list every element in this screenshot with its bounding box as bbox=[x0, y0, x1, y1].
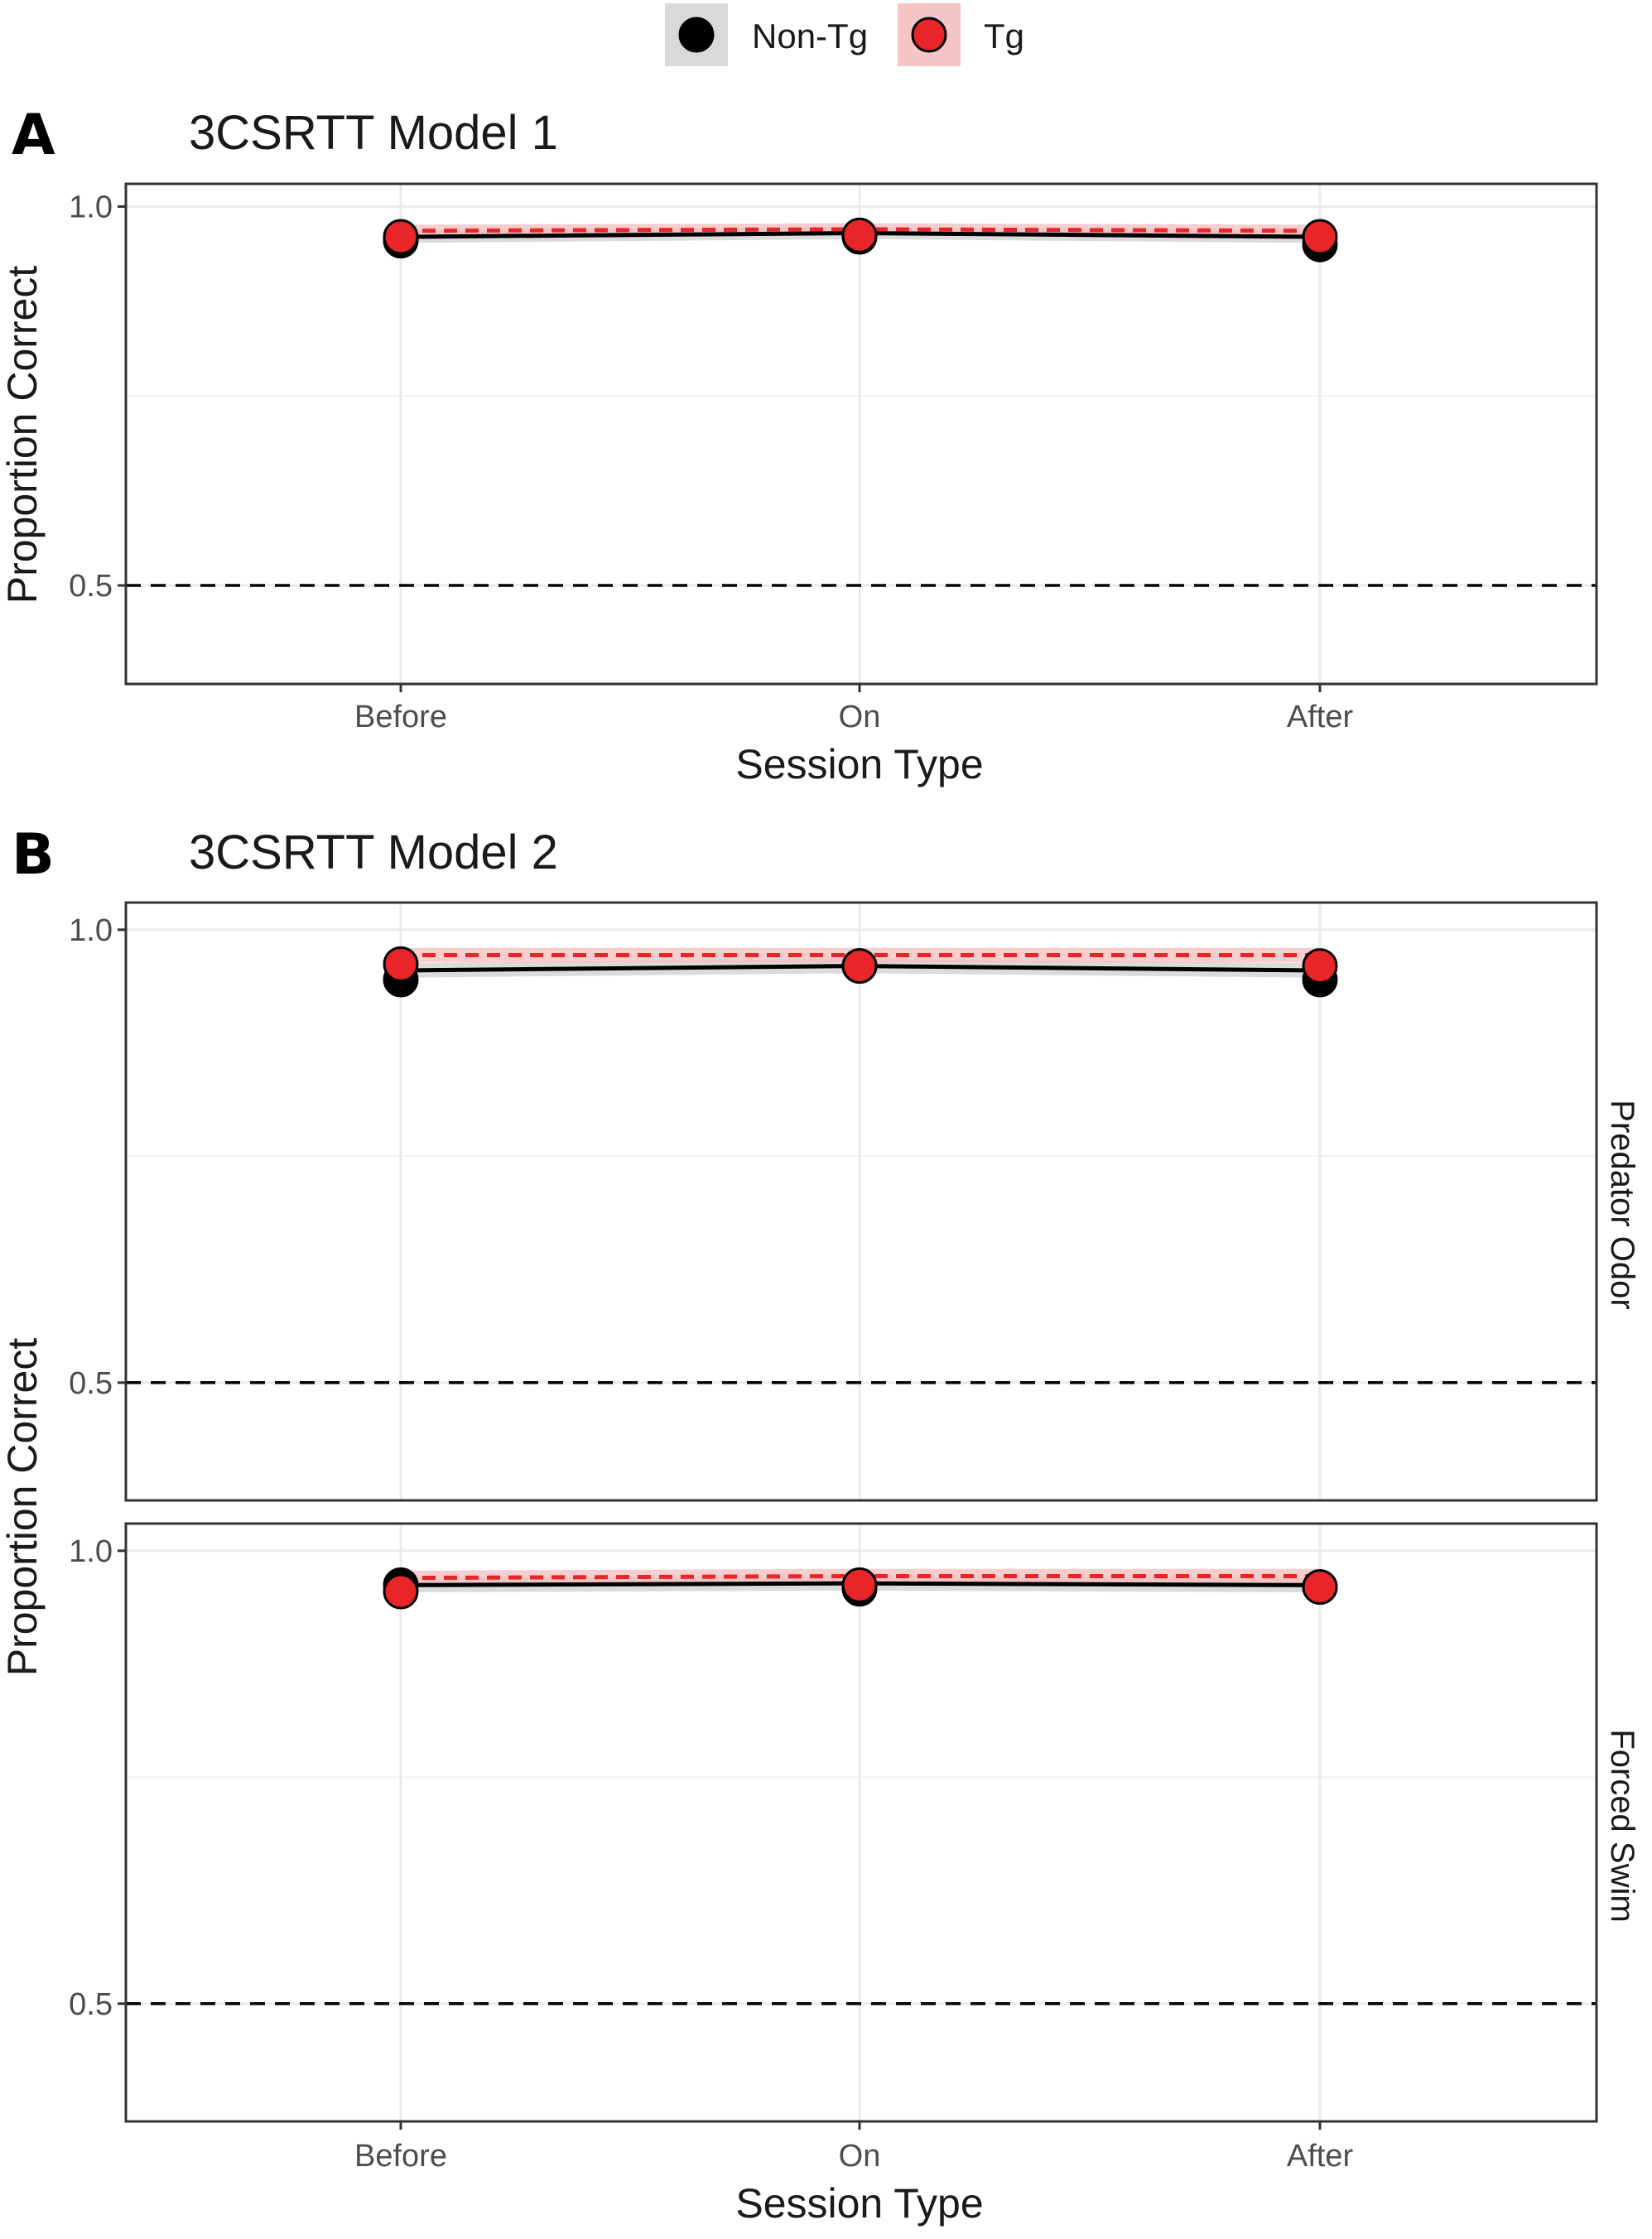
x-tick-label: On bbox=[839, 2139, 881, 2174]
plot-panel-b-predator-odor: 0.5 1.0 bbox=[69, 901, 1598, 1502]
x-axis-title-b: Session Type bbox=[735, 2180, 983, 2227]
panel-title-b: 3CSRTT Model 2 bbox=[189, 826, 558, 879]
point-tg-after bbox=[1302, 948, 1338, 985]
legend-label-nontg: Non-Tg bbox=[752, 17, 868, 55]
y-axis-title-b: Proportion Correct bbox=[0, 1338, 46, 1677]
x-tick-label: Before bbox=[354, 2139, 447, 2174]
point-tg-before bbox=[383, 946, 419, 982]
strip-label-forced-swim: Forced Swim bbox=[1604, 1729, 1640, 1922]
y-tick-label: 0.5 bbox=[69, 569, 113, 604]
y-axis-title-a: Proportion Correct bbox=[0, 266, 46, 604]
plot-frame bbox=[124, 1522, 1598, 2123]
point-tg-before bbox=[383, 219, 419, 255]
legend: Non-Tg Tg bbox=[665, 3, 1024, 66]
point-tg-after bbox=[1302, 1569, 1338, 1606]
x-tick-label: After bbox=[1287, 700, 1354, 734]
y-tick-label: 0.5 bbox=[69, 1366, 113, 1401]
point-tg-before bbox=[383, 1573, 419, 1610]
x-tick-label: Before bbox=[354, 700, 447, 734]
plot-frame bbox=[124, 182, 1598, 686]
y-tick-label: 1.0 bbox=[69, 190, 113, 224]
panel-title-a: 3CSRTT Model 1 bbox=[189, 106, 558, 160]
plot-background bbox=[126, 903, 1597, 1500]
x-axis-title-a: Session Type bbox=[735, 741, 983, 787]
x-tick-label: After bbox=[1287, 2139, 1354, 2174]
point-tg-on bbox=[841, 1567, 878, 1603]
panel-letter-a: A bbox=[12, 103, 55, 168]
y-tick-label: 1.0 bbox=[69, 1534, 113, 1569]
plot-background bbox=[126, 184, 1597, 684]
strip-label-predator-odor: Predator Odor bbox=[1604, 1100, 1640, 1309]
panel-letter-b: B bbox=[12, 822, 55, 888]
legend-key-tg-point bbox=[911, 17, 947, 53]
y-tick-label: 1.0 bbox=[69, 913, 113, 948]
x-tick-label: On bbox=[839, 700, 881, 734]
plot-frame bbox=[124, 901, 1598, 1502]
point-tg-on bbox=[841, 217, 878, 253]
legend-label-tg: Tg bbox=[984, 17, 1024, 55]
plot-panel-b-forced-swim: 0.5 1.0 Before On After bbox=[69, 1522, 1598, 2174]
plot-background bbox=[126, 1524, 1597, 2121]
y-tick-label: 0.5 bbox=[69, 1987, 113, 2022]
plot-panel-a: 0.5 1.0 Before On After bbox=[69, 182, 1598, 734]
legend-key-nontg-point bbox=[678, 17, 715, 53]
point-tg-on bbox=[841, 948, 878, 985]
point-tg-after bbox=[1302, 219, 1338, 255]
